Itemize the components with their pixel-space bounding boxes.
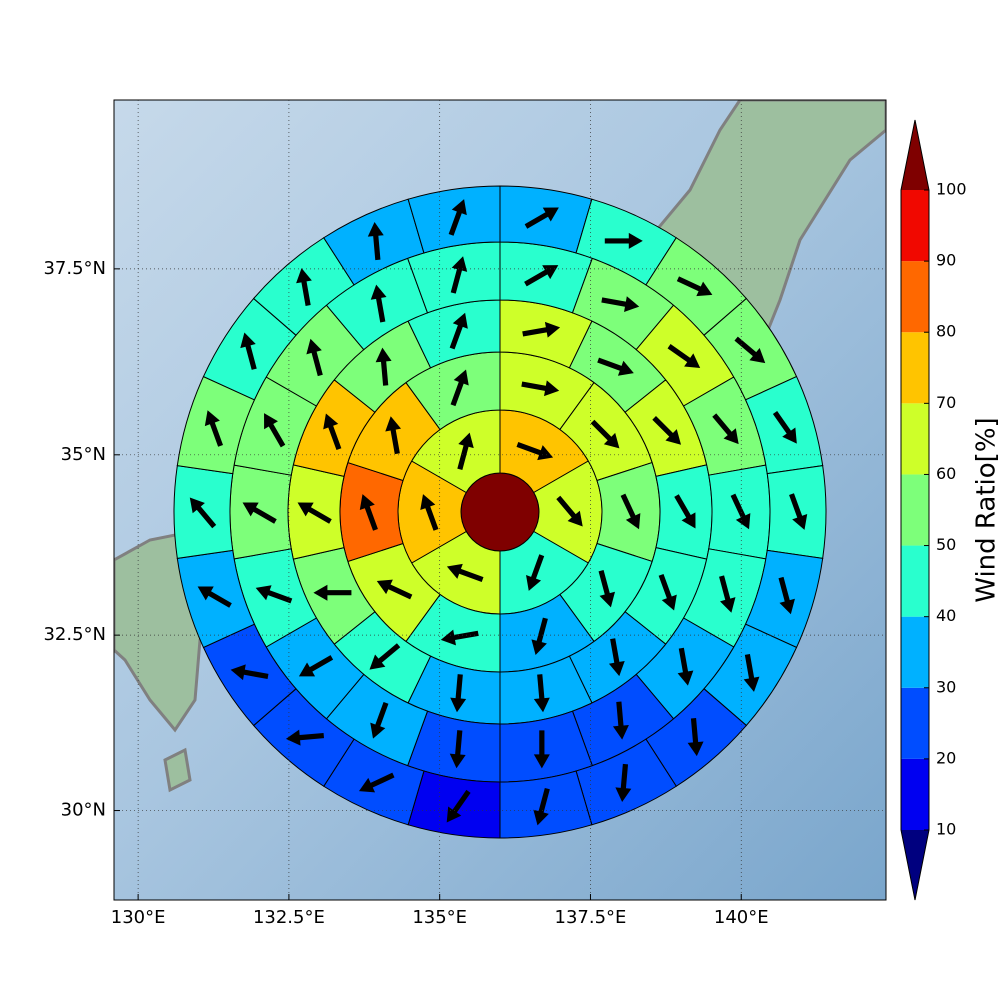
x-tick-label: 132.5°E (253, 907, 325, 928)
colorbar-tick-label: 40 (936, 606, 956, 625)
colorbar-tick-label: 30 (936, 677, 956, 696)
colorbar-bin (901, 403, 929, 474)
colorbar-tick-label: 70 (936, 393, 956, 412)
colorbar-tick-label: 90 (936, 251, 956, 270)
y-tick-label: 35°N (61, 444, 106, 465)
colorbar-tick-label: 50 (936, 535, 956, 554)
y-tick-label: 32.5°N (43, 624, 106, 645)
colorbar-bin (901, 190, 929, 261)
colorbar-bin (901, 688, 929, 759)
y-tick-label: 37.5°N (43, 258, 106, 279)
x-tick-label: 140°E (714, 907, 769, 928)
colorbar-tick-label: 20 (936, 748, 956, 767)
colorbar-bin (901, 474, 929, 545)
colorbar-bin (901, 546, 929, 617)
colorbar-extend-high (901, 120, 929, 190)
colorbar-bin (901, 617, 929, 688)
colorbar-bin (901, 759, 929, 830)
colorbar-extend-low (901, 830, 929, 900)
colorbar-bin (901, 332, 929, 403)
colorbar-tick-label: 80 (936, 322, 956, 341)
colorbar-label: Wind Ratio[%] (972, 417, 1000, 602)
colorbar-tick-label: 60 (936, 464, 956, 483)
colorbar-tick-label: 100 (936, 180, 967, 199)
colorbar-tick-label: 10 (936, 820, 956, 839)
y-tick-label: 30°N (61, 800, 106, 821)
x-tick-label: 130°E (111, 907, 166, 928)
x-tick-label: 137.5°E (555, 907, 627, 928)
x-tick-label: 135°E (412, 907, 467, 928)
colorbar-bin (901, 261, 929, 332)
